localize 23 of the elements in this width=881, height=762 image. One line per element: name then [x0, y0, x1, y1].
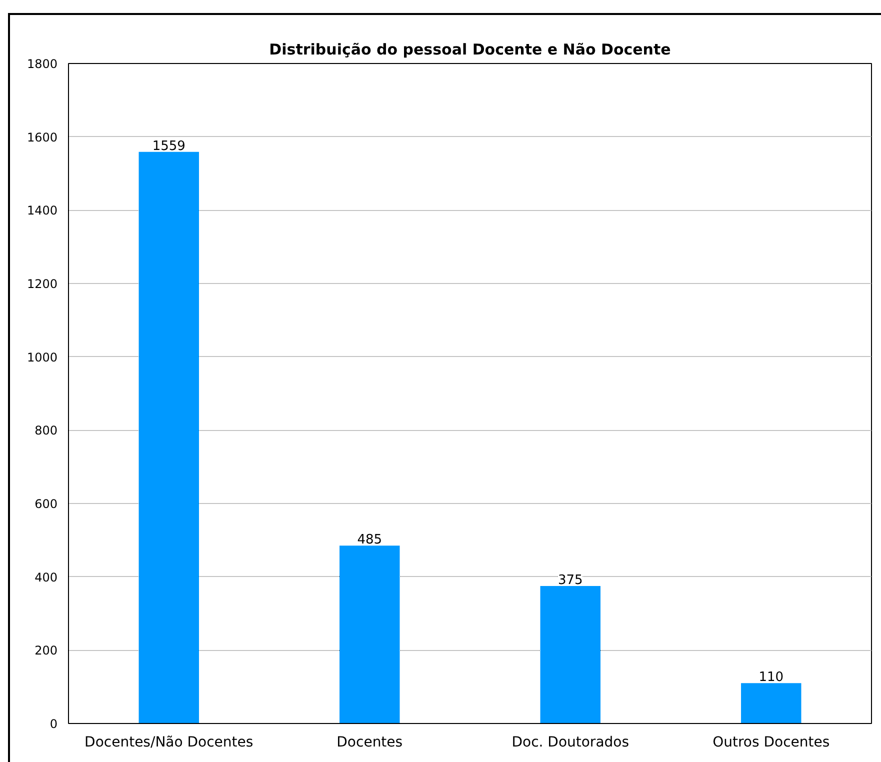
chart-title: Distribuição do pessoal Docente e Não Docente	[269, 40, 671, 58]
y-tick-label: 400	[34, 570, 58, 584]
data-label: 1559	[152, 138, 186, 154]
y-tick-label: 1000	[26, 350, 58, 364]
bar	[741, 683, 802, 724]
y-tick-label: 600	[34, 497, 58, 511]
y-tick-label: 1800	[26, 57, 58, 71]
x-tick-label: Doc. Doutorados	[512, 734, 630, 750]
x-tick-label: Docentes	[336, 734, 403, 750]
data-label: 110	[758, 670, 784, 686]
bar	[138, 152, 199, 724]
bar	[340, 546, 400, 724]
y-tick-label: 1200	[26, 277, 58, 291]
bar	[540, 586, 600, 724]
y-tick-label: 1600	[26, 130, 58, 144]
y-tick-label: 0	[50, 717, 58, 731]
y-tick-label: 800	[34, 424, 58, 438]
y-tick-label: 1400	[26, 204, 58, 218]
x-tick-label: Docentes/Não Docentes	[84, 734, 254, 750]
data-label: 375	[558, 573, 583, 588]
x-tick-label: Outros Docentes	[712, 734, 830, 750]
y-tick-label: 200	[34, 644, 58, 658]
data-label: 485	[357, 532, 382, 548]
